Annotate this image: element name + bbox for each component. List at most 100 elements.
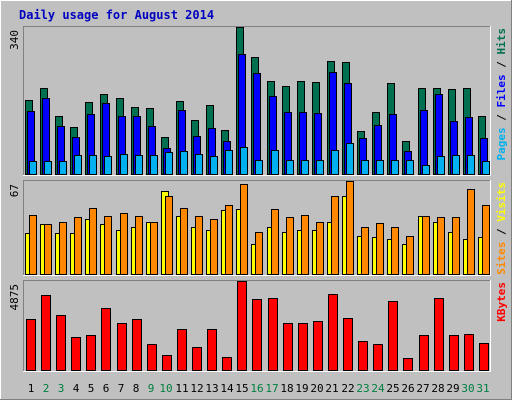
day-label-27: 27 [416,382,429,395]
bar-pages-day-14 [225,150,233,175]
bar-sites-day-11 [180,208,188,275]
day-label-8: 8 [133,382,140,395]
bar-kbytes-day-2 [41,295,51,371]
panel-ymax-label: 340 [8,30,21,50]
bar-kbytes-day-18 [283,323,293,371]
bar-sites-day-15 [240,184,248,275]
bar-sites-day-17 [271,209,279,275]
bar-sites-day-7 [120,213,128,275]
bar-pages-day-13 [210,156,218,175]
bar-kbytes-day-31 [479,343,489,371]
legend-entry: / [495,55,508,75]
bar-kbytes-day-24 [373,344,383,371]
bar-pages-day-27 [422,165,430,175]
day-label-31: 31 [476,382,489,395]
bar-kbytes-day-5 [86,335,96,371]
day-label-18: 18 [280,382,293,395]
day-label-10: 10 [159,382,172,395]
day-label-12: 12 [190,382,203,395]
bar-pages-day-9 [150,155,158,175]
bar-pages-day-22 [346,143,354,175]
legend-entry: Visits [495,182,508,222]
bar-pages-day-30 [467,155,475,175]
bar-kbytes-day-14 [222,357,232,371]
day-label-30: 30 [461,382,474,395]
legend-entry: Pages [495,127,508,160]
series-sites [29,181,490,275]
bar-sites-day-26 [406,236,414,275]
day-label-1: 1 [28,382,35,395]
bar-sites-day-22 [346,181,354,275]
bar-sites-day-27 [422,216,430,275]
bar-files-day-16 [253,73,261,175]
bar-sites-day-18 [286,217,294,275]
bar-sites-day-20 [316,222,324,275]
day-label-3: 3 [58,382,65,395]
bar-pages-day-19 [301,160,309,175]
bar-kbytes-day-27 [419,335,429,371]
bar-pages-day-16 [255,160,263,175]
day-label-28: 28 [431,382,444,395]
panel-kbytes: 4875 KBytes [8,280,508,372]
panel-ymax-label: 4875 [8,284,21,311]
day-label-11: 11 [175,382,188,395]
bar-pages-day-23 [361,160,369,175]
bar-sites-day-16 [255,232,263,275]
bar-pages-day-4 [74,155,82,175]
chart-panels: 340 Pages / Files / Hits 67 Sites / Visits 4… [8,26,508,372]
bar-kbytes-day-8 [132,319,142,371]
bar-sites-day-2 [44,224,52,275]
bar-sites-day-28 [437,217,445,275]
bar-kbytes-day-7 [117,323,127,371]
bar-pages-day-3 [59,161,67,175]
day-label-17: 17 [265,382,278,395]
bar-kbytes-day-23 [358,341,368,371]
bar-sites-day-1 [29,215,37,275]
bar-kbytes-day-21 [328,294,338,371]
bar-sites-day-31 [482,205,490,275]
bar-kbytes-day-4 [71,337,81,371]
legend-entry: Sites [495,242,508,275]
day-label-22: 22 [341,382,354,395]
bar-kbytes-day-12 [192,347,202,371]
bar-kbytes-day-9 [147,344,157,371]
bar-pages-day-11 [180,151,188,175]
bar-kbytes-day-28 [434,298,444,371]
bar-sites-day-12 [195,216,203,275]
day-label-6: 6 [103,382,110,395]
bar-kbytes-day-13 [207,329,217,371]
bar-kbytes-day-1 [26,319,36,371]
day-label-16: 16 [250,382,263,395]
bar-sites-day-8 [135,216,143,275]
series-pages [29,143,490,175]
bar-kbytes-day-16 [252,299,262,371]
bar-pages-day-29 [452,155,460,175]
bar-kbytes-day-30 [464,334,474,371]
bar-pages-day-31 [482,161,490,175]
bar-kbytes-day-17 [268,298,278,371]
bar-kbytes-day-6 [101,308,111,371]
legend-entry: / [495,108,508,128]
bar-pages-day-7 [120,154,128,175]
bar-sites-day-23 [361,227,369,275]
bar-pages-day-18 [286,160,294,175]
bar-kbytes-day-19 [298,323,308,371]
panel-legend: Pages / Files / Hits [495,28,508,161]
day-label-19: 19 [295,382,308,395]
day-label-4: 4 [73,382,80,395]
bar-sites-day-19 [301,215,309,275]
day-label-5: 5 [88,382,95,395]
day-label-2: 2 [43,382,50,395]
series-kbytes [26,281,489,371]
bar-kbytes-day-15 [237,281,247,371]
bar-sites-day-4 [74,217,82,275]
bar-kbytes-day-26 [403,358,413,371]
bar-pages-day-15 [240,147,248,175]
bar-sites-day-3 [59,222,67,275]
bar-kbytes-day-22 [343,318,353,371]
bar-pages-day-1 [29,161,37,175]
bar-sites-day-21 [331,196,339,275]
bar-kbytes-day-11 [177,329,187,371]
bar-sites-day-24 [376,223,384,275]
